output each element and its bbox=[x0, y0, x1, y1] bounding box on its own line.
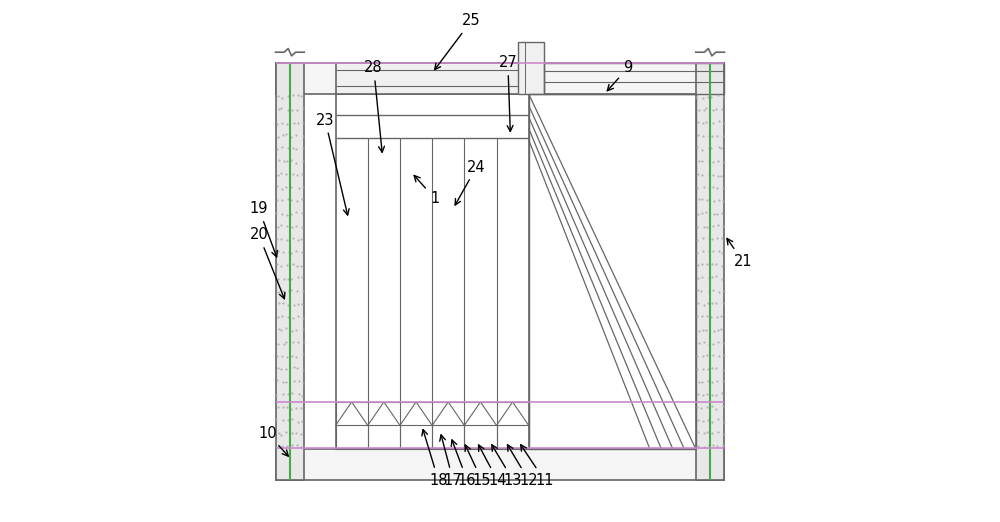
Text: 23: 23 bbox=[316, 113, 349, 215]
Bar bbox=[544, 63, 724, 94]
Text: 24: 24 bbox=[455, 160, 486, 205]
Text: 14: 14 bbox=[479, 445, 507, 488]
Bar bbox=[518, 42, 544, 94]
Text: 15: 15 bbox=[465, 445, 491, 488]
Bar bbox=[276, 449, 724, 480]
Text: 21: 21 bbox=[727, 239, 752, 268]
Text: 10: 10 bbox=[258, 426, 288, 456]
Text: 18: 18 bbox=[422, 430, 448, 488]
Bar bbox=[336, 402, 529, 449]
Bar bbox=[696, 63, 724, 480]
Text: 16: 16 bbox=[451, 440, 476, 488]
Bar bbox=[529, 94, 696, 449]
Text: 25: 25 bbox=[435, 14, 481, 69]
Text: 9: 9 bbox=[607, 61, 633, 91]
Text: 11: 11 bbox=[521, 445, 554, 488]
Bar bbox=[276, 63, 304, 480]
Text: 28: 28 bbox=[364, 61, 384, 152]
Text: 17: 17 bbox=[440, 435, 462, 488]
Bar bbox=[336, 63, 529, 94]
Text: 13: 13 bbox=[492, 445, 522, 488]
Text: 27: 27 bbox=[498, 55, 517, 132]
Text: 20: 20 bbox=[249, 228, 285, 299]
Text: 12: 12 bbox=[507, 445, 538, 488]
Bar bbox=[276, 63, 724, 94]
Bar bbox=[336, 94, 529, 449]
Text: 19: 19 bbox=[250, 201, 277, 257]
Text: 1: 1 bbox=[414, 175, 439, 206]
